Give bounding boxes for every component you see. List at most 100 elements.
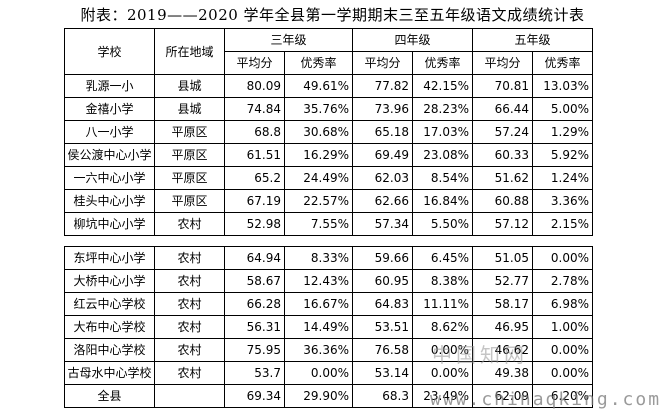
cell-g4rate: 6.45% — [412, 246, 473, 270]
cell-g3avg: 68.8 — [224, 120, 285, 144]
cell-g4rate: 0.00% — [412, 361, 473, 385]
cell-g3rate: 49.61% — [284, 74, 353, 98]
table-row: 柳坑中心小学 农村 52.98 7.55% 57.34 5.50% 57.12 2.15% — [64, 212, 593, 236]
table-row: 大布中心学校 农村 56.31 14.49% 53.51 8.62% 46.95 1.00% — [64, 315, 593, 339]
table-row: 桂头中心小学 平原区 67.19 22.57% 62.66 16.84% 60.88 3.36… — [64, 189, 593, 213]
cell-g3avg: 67.19 — [224, 189, 285, 213]
cell-g5rate: 13.03% — [532, 74, 593, 98]
cell-g5avg: 49.38 — [472, 361, 533, 385]
cell-g4avg: 77.82 — [352, 74, 413, 98]
cell-g5rate: 2.15% — [532, 212, 593, 236]
header-g5-avg: 平均分 — [472, 51, 533, 75]
table-row: 一六中心小学 平原区 65.2 24.49% 62.03 8.54% 51.62 1.24% — [64, 166, 593, 190]
cell-g5rate: 1.24% — [532, 166, 593, 190]
cell-region: 县城 — [154, 74, 225, 98]
cell-g4rate: 28.23% — [412, 97, 473, 121]
cell-school: 大桥中心小学 — [64, 269, 155, 293]
cell-region: 农村 — [154, 269, 225, 293]
cell-g4avg: 62.66 — [352, 189, 413, 213]
cell-g5avg: 51.05 — [472, 246, 533, 270]
cell-g5avg: 58.17 — [472, 292, 533, 316]
watermark-url: www.chinaqking.com — [430, 389, 662, 410]
table-body-upper: 乳源一小 县城 80.09 49.61% 77.82 42.15% 70.81 13.03% 金… — [64, 74, 593, 236]
cell-g4avg: 60.95 — [352, 269, 413, 293]
table-row: 八一小学 平原区 68.8 30.68% 65.18 17.03% 57.24 1.29% — [64, 120, 593, 144]
cell-g5avg: 60.88 — [472, 189, 533, 213]
cell-g3avg: 74.84 — [224, 97, 285, 121]
cell-region: 平原区 — [154, 166, 225, 190]
table-row: 洛阳中心学校 农村 75.95 36.36% 76.58 0.00% 46.62 0.00% — [64, 338, 593, 362]
cell-g5rate: 1.00% — [532, 315, 593, 339]
cell-g3rate: 16.67% — [284, 292, 353, 316]
header-g4-rate: 优秀率 — [412, 51, 473, 75]
cell-g4rate: 42.15% — [412, 74, 473, 98]
total-row: 全县 69.34 29.90% 68.3 23.49% 62.09 6.20% — [64, 384, 593, 408]
cell-school: 古母水中心学校 — [64, 361, 155, 385]
cell-g5rate: 5.92% — [532, 143, 593, 167]
cell-g3rate: 16.29% — [284, 143, 353, 167]
cell-region: 农村 — [154, 212, 225, 236]
cell-g3rate: 22.57% — [284, 189, 353, 213]
cell-region: 农村 — [154, 292, 225, 316]
cell-g3rate: 30.68% — [284, 120, 353, 144]
total-g5-rate: 6.20% — [532, 384, 593, 408]
page-break-gap — [64, 235, 593, 247]
cell-g4rate: 8.54% — [412, 166, 473, 190]
cell-g3rate: 0.00% — [284, 361, 353, 385]
cell-region: 农村 — [154, 361, 225, 385]
cell-g5rate: 1.29% — [532, 120, 593, 144]
cell-g3rate: 35.76% — [284, 97, 353, 121]
cell-g4avg: 76.58 — [352, 338, 413, 362]
total-g3-avg: 69.34 — [224, 384, 285, 408]
cell-g5avg: 66.44 — [472, 97, 533, 121]
cell-school: 八一小学 — [64, 120, 155, 144]
cell-school: 侯公渡中心小学 — [64, 143, 155, 167]
cell-g5avg: 60.33 — [472, 143, 533, 167]
table-row: 金禧小学 县城 74.84 35.76% 73.96 28.23% 66.44 5.00% — [64, 97, 593, 121]
grade-stats-table: 学校 所在地域 三年级 四年级 五年级 平均分 优秀率 平均分 优秀率 平均分 … — [64, 28, 593, 408]
table-row: 大桥中心小学 农村 58.67 12.43% 60.95 8.38% 52.77 2.78% — [64, 269, 593, 293]
cell-g3avg: 58.67 — [224, 269, 285, 293]
cell-g3rate: 24.49% — [284, 166, 353, 190]
header-g4-avg: 平均分 — [352, 51, 413, 75]
cell-g4avg: 73.96 — [352, 97, 413, 121]
cell-g4avg: 57.34 — [352, 212, 413, 236]
cell-g3avg: 53.7 — [224, 361, 285, 385]
cell-g3avg: 64.94 — [224, 246, 285, 270]
cell-g5rate: 5.00% — [532, 97, 593, 121]
cell-g4rate: 11.11% — [412, 292, 473, 316]
header-grade5: 五年级 — [472, 28, 593, 52]
cell-g5rate: 0.00% — [532, 246, 593, 270]
cell-g4rate: 8.62% — [412, 315, 473, 339]
header-grade4: 四年级 — [352, 28, 473, 52]
total-g3-rate: 29.90% — [284, 384, 353, 408]
cell-g3rate: 12.43% — [284, 269, 353, 293]
watermark-text: 中国知网 — [432, 343, 528, 367]
cell-g4rate: 17.03% — [412, 120, 473, 144]
header-g3-avg: 平均分 — [224, 51, 285, 75]
cell-g4avg: 65.18 — [352, 120, 413, 144]
cell-g3avg: 75.95 — [224, 338, 285, 362]
cell-school: 大布中心学校 — [64, 315, 155, 339]
cell-region: 平原区 — [154, 143, 225, 167]
cell-g3avg: 65.2 — [224, 166, 285, 190]
cell-region: 平原区 — [154, 189, 225, 213]
cell-g5rate: 0.00% — [532, 338, 593, 362]
cell-g3rate: 8.33% — [284, 246, 353, 270]
table-row: 乳源一小 县城 80.09 49.61% 77.82 42.15% 70.81 13.03% — [64, 74, 593, 98]
cell-g4rate: 0.00% — [412, 338, 473, 362]
cell-g3avg: 52.98 — [224, 212, 285, 236]
cell-g4rate: 5.50% — [412, 212, 473, 236]
table-body-lower: 东坪中心小学 农村 64.94 8.33% 59.66 6.45% 51.05 0.00% 大桥… — [64, 246, 593, 385]
cell-region: 农村 — [154, 338, 225, 362]
total-g4-avg: 68.3 — [352, 384, 413, 408]
cell-g3avg: 61.51 — [224, 143, 285, 167]
cell-g3rate: 7.55% — [284, 212, 353, 236]
cell-g5avg: 57.12 — [472, 212, 533, 236]
header-g5-rate: 优秀率 — [532, 51, 593, 75]
cell-g5rate: 2.78% — [532, 269, 593, 293]
cell-region: 农村 — [154, 315, 225, 339]
cell-g4avg: 59.66 — [352, 246, 413, 270]
cell-school: 东坪中心小学 — [64, 246, 155, 270]
cell-g4rate: 8.38% — [412, 269, 473, 293]
